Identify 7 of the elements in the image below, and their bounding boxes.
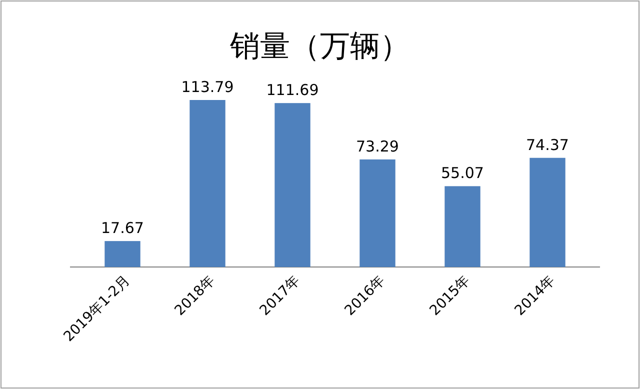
data-label: 111.69 [266,81,319,100]
data-label: 74.37 [526,136,569,154]
data-label: 73.29 [356,137,399,156]
title: 销量（万辆） [230,29,410,64]
data-label: 55.07 [441,164,484,182]
data-label: 113.79 [181,78,234,96]
data-label: 17.67 [101,219,144,238]
